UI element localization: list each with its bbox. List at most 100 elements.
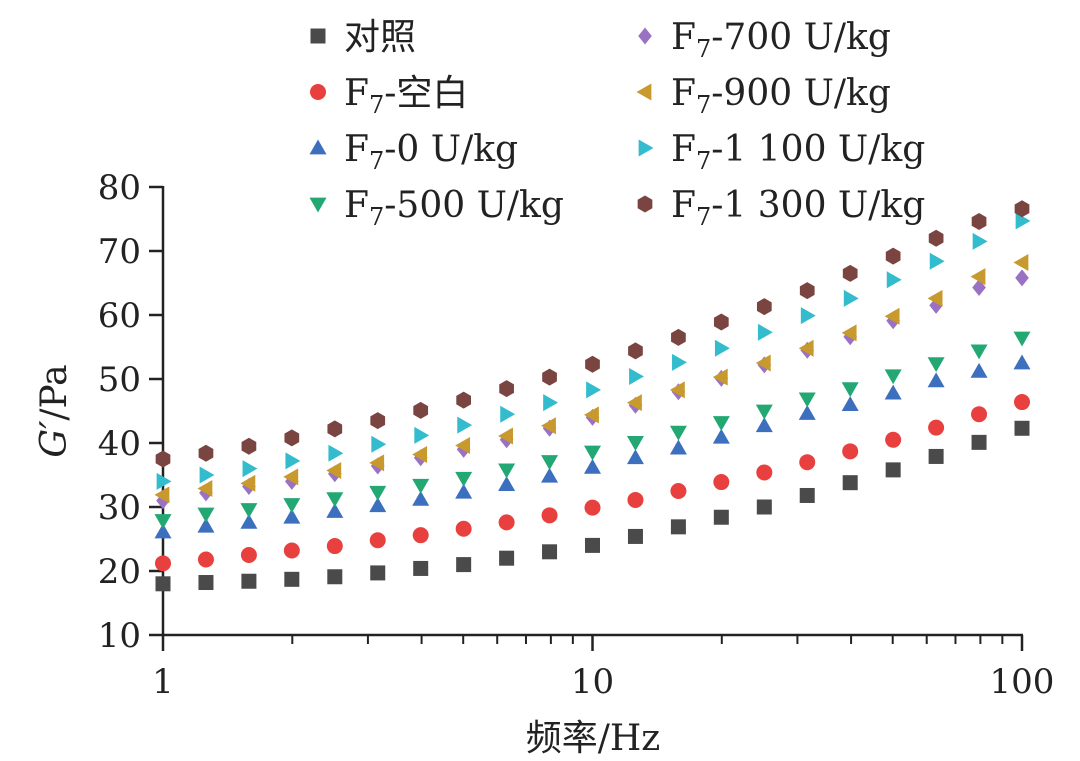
data-point <box>842 475 858 491</box>
data-point <box>155 576 171 592</box>
data-point <box>972 232 988 250</box>
legend-marker <box>309 139 327 155</box>
y-tick-label: 70 <box>98 232 141 272</box>
data-point <box>584 499 601 516</box>
data-point <box>713 474 730 491</box>
legend-marker <box>637 195 653 213</box>
data-point <box>626 449 644 465</box>
data-point <box>541 467 559 483</box>
series-2 <box>155 394 1030 572</box>
data-point <box>669 425 687 441</box>
data-point <box>927 372 945 388</box>
data-point <box>283 542 300 559</box>
data-point <box>154 514 172 529</box>
legend-item: F7-空白 <box>310 73 468 119</box>
data-point <box>240 503 258 519</box>
data-point <box>672 353 687 371</box>
data-point <box>800 307 816 325</box>
data-point <box>669 381 685 399</box>
legend-item: F7-700 U/kg <box>638 17 891 63</box>
data-point <box>628 342 643 360</box>
data-point <box>499 380 514 398</box>
legend-item: F7-1 100 U/kg <box>638 129 925 175</box>
data-point <box>456 391 472 409</box>
data-point <box>156 472 172 490</box>
data-point <box>1015 269 1029 287</box>
data-point <box>670 483 687 499</box>
data-point <box>326 538 343 555</box>
legend-marker <box>310 28 326 44</box>
data-point <box>1014 420 1030 436</box>
data-point <box>756 298 772 316</box>
legend-label: F7-1 300 U/kg <box>671 185 925 231</box>
data-point <box>541 507 558 524</box>
data-point <box>971 213 987 231</box>
data-point <box>154 523 172 539</box>
data-point <box>885 431 902 448</box>
data-point <box>798 392 816 408</box>
data-point <box>498 427 513 445</box>
series-4 <box>154 331 1031 529</box>
legend-label: F7-0 U/kg <box>344 129 518 175</box>
data-point <box>584 458 601 474</box>
legend-marker <box>309 197 327 213</box>
legend-marker <box>310 84 326 100</box>
legend-label: F7-900 U/kg <box>671 73 891 119</box>
data-point <box>798 405 816 420</box>
data-point <box>584 406 599 424</box>
data-point <box>412 490 430 506</box>
data-point <box>712 416 730 432</box>
y-tick-label: 80 <box>98 168 141 208</box>
data-point <box>412 446 428 464</box>
x-tick-label: 100 <box>990 662 1055 702</box>
y-tick-label: 60 <box>98 296 141 336</box>
data-point <box>369 485 387 501</box>
data-point <box>929 252 945 270</box>
legend: 对照 F7-空白 F7-0 U/kg F7-500 U/kg F7-700 U/kg F7… <box>309 17 925 231</box>
data-point <box>585 355 600 373</box>
legend-item: F7-1 300 U/kg <box>637 185 925 231</box>
data-point <box>198 444 214 462</box>
data-point <box>457 416 473 434</box>
y-tick-label: 50 <box>98 360 141 400</box>
data-point <box>927 289 943 307</box>
data-point <box>413 560 429 576</box>
data-point <box>626 435 644 451</box>
legend-label: F7-空白 <box>344 73 468 119</box>
data-point <box>1013 254 1029 272</box>
data-point <box>369 532 386 549</box>
legend-item: F7-900 U/kg <box>636 73 891 119</box>
data-point <box>584 445 601 461</box>
data-point <box>542 368 557 386</box>
data-point <box>756 499 772 515</box>
data-point <box>629 367 644 385</box>
data-point <box>971 434 987 450</box>
data-point <box>197 551 214 568</box>
data-point <box>370 412 386 430</box>
data-point <box>543 394 559 412</box>
data-point <box>928 448 944 464</box>
data-point <box>499 550 515 566</box>
data-point <box>798 339 814 357</box>
legend-marker <box>636 83 652 101</box>
legend-item: F7-0 U/kg <box>309 129 518 175</box>
data-point <box>670 519 686 535</box>
data-point <box>627 491 644 508</box>
y-axis-title-unit: /Pa <box>34 364 75 420</box>
series-8 <box>155 200 1030 468</box>
y-tick-label: 40 <box>98 424 141 464</box>
x-axis-title: 频率/Hz <box>526 718 661 759</box>
data-point <box>498 514 515 531</box>
data-point <box>1013 354 1031 370</box>
data-point <box>455 437 471 455</box>
data-point <box>970 344 988 360</box>
data-point <box>713 313 729 331</box>
data-point <box>155 450 171 468</box>
data-point <box>1015 212 1031 230</box>
data-point <box>369 497 387 513</box>
data-point <box>199 466 215 484</box>
data-point <box>283 498 301 513</box>
data-point <box>799 282 815 300</box>
data-point <box>242 460 258 478</box>
data-point <box>1014 394 1030 411</box>
